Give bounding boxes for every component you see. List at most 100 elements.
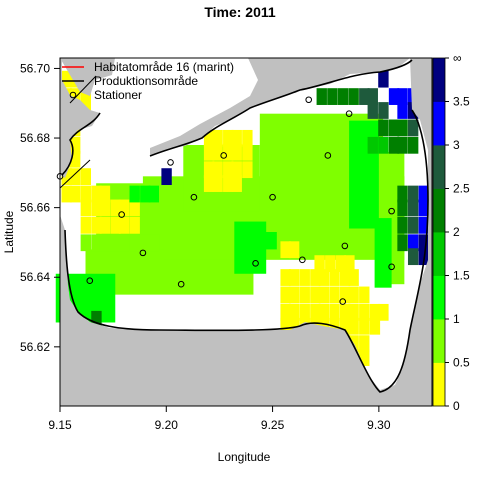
heatmap-cell bbox=[140, 185, 151, 203]
heatmap-cell bbox=[91, 185, 102, 203]
colorbar-bin bbox=[433, 362, 445, 407]
heatmap-cell bbox=[110, 216, 121, 234]
heatmap-cell bbox=[369, 317, 381, 335]
heatmap-cell bbox=[223, 143, 234, 161]
heatmap-cell bbox=[223, 161, 234, 179]
heatmap-cell bbox=[91, 310, 102, 328]
heatmap-cell bbox=[69, 150, 81, 168]
heatmap-cell bbox=[212, 161, 223, 179]
heatmap-cell bbox=[231, 175, 242, 192]
colorbar-bin bbox=[433, 145, 445, 189]
heatmap-cell bbox=[212, 129, 223, 147]
heatmap-cell bbox=[407, 199, 419, 217]
heatmap-cell bbox=[344, 255, 355, 273]
heatmap-cell bbox=[310, 303, 321, 321]
heatmap-cell bbox=[280, 269, 291, 286]
heatmap-cell bbox=[378, 303, 389, 321]
heatmap-cell bbox=[318, 269, 330, 286]
colorbar-label: 2 bbox=[453, 225, 460, 239]
x-axis-label: Longitude bbox=[218, 450, 271, 464]
heatmap-cell bbox=[91, 199, 102, 217]
station-marker bbox=[305, 96, 313, 104]
heatmap-cell bbox=[140, 234, 151, 252]
heatmap-cell bbox=[129, 216, 140, 234]
heatmap-cell bbox=[418, 234, 429, 252]
heatmap-cell bbox=[203, 175, 215, 192]
heatmap-cell bbox=[407, 119, 419, 137]
plot-area: 9.15 9.20 9.25 9.30 56.62 56.64 56.66 56.68 56.7… bbox=[20, 51, 470, 432]
legend-point bbox=[69, 91, 77, 99]
heatmap-cell bbox=[359, 88, 370, 105]
station-marker bbox=[269, 193, 276, 201]
station-marker bbox=[324, 152, 332, 159]
heatmap-cell bbox=[407, 248, 419, 266]
heatmap-cell bbox=[80, 234, 91, 252]
colorbar-label: 0 bbox=[453, 399, 460, 413]
heatmap-cell bbox=[118, 199, 130, 217]
colorbar-label: 3 bbox=[453, 138, 460, 152]
heatmap-cell bbox=[418, 199, 429, 217]
heatmap-cell bbox=[316, 88, 327, 105]
land-area bbox=[60, 58, 100, 178]
colorbar-bin bbox=[433, 101, 445, 146]
coastline bbox=[61, 112, 101, 176]
heatmap-cell bbox=[203, 143, 215, 161]
colorbar-label: 1 bbox=[453, 312, 460, 326]
heatmap-cell bbox=[348, 317, 359, 335]
colorbar-bin bbox=[433, 232, 445, 276]
heatmap-cell bbox=[203, 161, 215, 179]
heatmap-cell bbox=[61, 70, 72, 88]
colorbar-label: 0.5 bbox=[453, 356, 470, 370]
heatmap-cell bbox=[280, 303, 291, 321]
colorbar-bin bbox=[433, 58, 445, 102]
heatmap-cell bbox=[407, 136, 419, 154]
heatmap-cell bbox=[91, 234, 102, 252]
heatmap-cell bbox=[280, 241, 291, 259]
heatmap-cell bbox=[310, 269, 321, 286]
heatmap-cell bbox=[288, 269, 300, 286]
heatmap-cell bbox=[91, 216, 102, 234]
colorbar-bin bbox=[433, 188, 445, 233]
heatmap-cell bbox=[367, 88, 378, 105]
heatmap-cell bbox=[318, 286, 330, 304]
heatmap-region-green bbox=[374, 218, 392, 288]
heatmap-cell bbox=[61, 185, 72, 203]
heatmap-cell bbox=[99, 234, 111, 252]
heatmap-cell bbox=[418, 185, 429, 203]
heatmap-cell bbox=[397, 102, 408, 119]
heatmap-cell bbox=[299, 303, 310, 321]
heatmap-cell bbox=[339, 303, 351, 321]
land-area bbox=[150, 58, 410, 156]
heatmap-cell bbox=[359, 335, 370, 353]
heatmap-cell bbox=[118, 216, 130, 234]
x-tick-label: 9.15 bbox=[48, 418, 72, 432]
station-marker bbox=[345, 110, 353, 117]
station-marker bbox=[139, 249, 147, 257]
heatmap-cell bbox=[348, 286, 359, 304]
heatmap-cell bbox=[318, 303, 330, 321]
heatmap-cell bbox=[359, 303, 370, 321]
land-area bbox=[60, 58, 432, 406]
heatmap-cell bbox=[310, 286, 321, 304]
heatmap-cell bbox=[212, 175, 223, 192]
heatmap-cell bbox=[118, 234, 130, 252]
colorbar-label: ∞ bbox=[453, 51, 462, 65]
coastline bbox=[299, 109, 429, 393]
heatmap-cell bbox=[348, 303, 359, 321]
heatmap-cell bbox=[148, 234, 160, 252]
station-marker bbox=[299, 256, 306, 264]
heatmap-cell bbox=[388, 88, 400, 105]
heatmap-cell bbox=[110, 199, 121, 217]
heatmap-cell bbox=[80, 185, 91, 203]
production-area-boundary bbox=[59, 159, 91, 189]
heatmap-cell bbox=[80, 88, 91, 105]
heatmap-cell bbox=[242, 143, 253, 161]
station-marker bbox=[252, 260, 259, 267]
heatmap-cell bbox=[397, 185, 408, 203]
heatmap-cell bbox=[359, 349, 370, 366]
heatmap-cell bbox=[378, 119, 389, 137]
station-marker bbox=[86, 277, 94, 285]
heatmap-cell bbox=[388, 119, 400, 137]
heatmap-cell bbox=[407, 216, 419, 234]
colorbar-label: 1.5 bbox=[453, 269, 470, 283]
